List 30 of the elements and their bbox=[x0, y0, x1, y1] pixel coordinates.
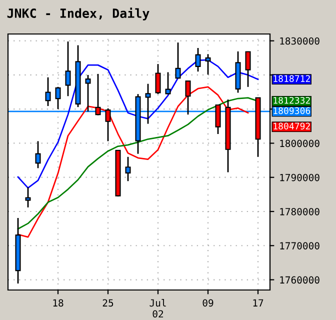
annotation: 1812332 bbox=[274, 96, 310, 104]
x-tick-label: Jul 02 bbox=[150, 299, 166, 318]
x-tick-label: 18 bbox=[53, 299, 64, 307]
ref-line-label: 1809306 bbox=[274, 107, 310, 114]
y-tick-label: 1830000 bbox=[280, 37, 320, 45]
candlestick bbox=[45, 76, 51, 107]
x-tick-label: 09 bbox=[202, 299, 214, 307]
candlestick bbox=[25, 186, 31, 208]
candlestick bbox=[245, 50, 251, 88]
candlestick bbox=[155, 63, 161, 95]
candlestick bbox=[65, 40, 71, 97]
candlestick bbox=[175, 42, 181, 80]
x-tick-label: 17 bbox=[253, 299, 264, 306]
candlestick bbox=[125, 156, 131, 182]
candlestick bbox=[215, 104, 221, 135]
y-tick-label: 1780000 bbox=[280, 208, 320, 216]
annotation: 1804792 bbox=[274, 122, 310, 130]
candlestick bbox=[35, 140, 41, 169]
chart-title: JNKC - Index, Daily bbox=[7, 8, 150, 20]
candlestick bbox=[205, 53, 211, 76]
candlestick bbox=[165, 72, 171, 96]
candlestick bbox=[105, 108, 111, 142]
candlestick bbox=[195, 47, 201, 72]
y-tick-label: 1770000 bbox=[280, 242, 320, 250]
candlestick bbox=[55, 86, 61, 110]
annotation: 1818712 bbox=[274, 75, 310, 82]
y-tick-label: 1790000 bbox=[280, 174, 320, 182]
x-tick-label: 25 bbox=[102, 299, 114, 307]
y-tick-label: 1760000 bbox=[280, 276, 320, 284]
y-tick-label: 1800000 bbox=[280, 140, 320, 148]
